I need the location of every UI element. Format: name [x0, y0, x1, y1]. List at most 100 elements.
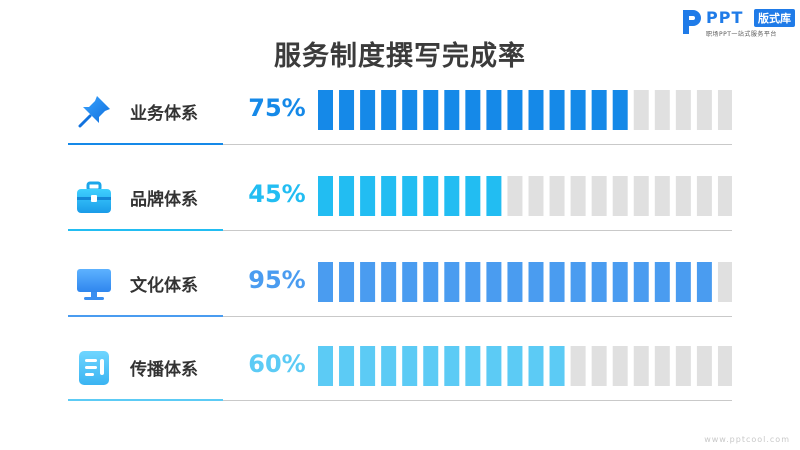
progress-bar: [318, 90, 732, 130]
progress-bar: [318, 176, 732, 216]
bar-segment-filled: [402, 176, 418, 216]
pushpin-icon: [78, 96, 110, 128]
bar-segment-empty: [591, 176, 607, 216]
bar-segment-filled: [549, 262, 565, 302]
document-icon: [79, 351, 109, 385]
watermark: www.pptcool.com: [704, 435, 790, 444]
progress-bar: [318, 262, 732, 302]
bar-segment-empty: [633, 176, 649, 216]
category-label: 文化体系: [130, 276, 198, 296]
bar-segment-empty: [675, 176, 691, 216]
bar-segment-filled: [318, 262, 333, 302]
bar-segment-empty: [696, 90, 712, 130]
bar-segment-empty: [549, 176, 565, 216]
bar-segment-empty: [612, 346, 628, 386]
bar-segment-filled: [465, 90, 481, 130]
bar-segment-filled: [444, 176, 460, 216]
briefcase-icon: [77, 181, 111, 213]
bar-segment-filled: [360, 346, 376, 386]
bar-segment-filled: [528, 262, 544, 302]
bar-segment-filled: [339, 176, 355, 216]
bar-segment-filled: [318, 90, 333, 130]
chart-row-business: 业务体系 75%: [68, 82, 732, 145]
bar-segment-filled: [591, 262, 607, 302]
bar-segment-empty: [528, 176, 544, 216]
row-divider-accent: [68, 143, 223, 145]
bar-segment-filled: [423, 346, 439, 386]
bar-segment-filled: [570, 90, 586, 130]
chart-row-communication: 传播体系 60%: [68, 338, 732, 401]
bar-segment-filled: [486, 262, 502, 302]
bar-segment-empty: [717, 90, 732, 130]
bar-segment-filled: [591, 90, 607, 130]
bar-segment-filled: [465, 262, 481, 302]
bar-segment-empty: [675, 346, 691, 386]
monitor-icon: [77, 269, 111, 300]
progress-bar: [318, 346, 732, 386]
bar-segment-empty: [654, 90, 670, 130]
bar-segment-filled: [633, 262, 649, 302]
bar-segment-filled: [612, 90, 628, 130]
bar-segment-filled: [549, 90, 565, 130]
bar-segment-empty: [612, 176, 628, 216]
bar-segment-filled: [486, 176, 502, 216]
bar-segment-empty: [696, 176, 712, 216]
bar-segment-filled: [381, 176, 397, 216]
bar-segment-filled: [360, 176, 376, 216]
bar-segment-filled: [318, 346, 333, 386]
bar-segment-filled: [444, 90, 460, 130]
bar-segment-filled: [360, 90, 376, 130]
bar-segment-filled: [549, 346, 565, 386]
bar-segment-filled: [423, 262, 439, 302]
category-label: 传播体系: [130, 360, 198, 380]
bar-segment-filled: [360, 262, 376, 302]
logo-p-icon: [683, 10, 701, 34]
logo-subtitle: 职场PPT一站式服务平台: [706, 31, 777, 38]
bar-segment-empty: [654, 176, 670, 216]
bar-segment-filled: [339, 90, 355, 130]
row-divider: [223, 316, 732, 317]
bar-segment-filled: [654, 262, 670, 302]
bar-segment-filled: [507, 90, 523, 130]
row-divider-accent: [68, 399, 223, 401]
bar-segment-filled: [486, 90, 502, 130]
bar-segment-empty: [633, 90, 649, 130]
bar-segment-filled: [339, 262, 355, 302]
bar-segment-empty: [654, 346, 670, 386]
bar-segment-empty: [717, 262, 732, 302]
bar-segment-filled: [381, 346, 397, 386]
row-divider: [223, 400, 732, 401]
bar-segment-filled: [402, 262, 418, 302]
bar-segment-filled: [423, 176, 439, 216]
bar-segment-filled: [444, 346, 460, 386]
logo-badge: 版式库: [754, 9, 795, 27]
bar-segment-empty: [570, 346, 586, 386]
bar-segment-empty: [507, 176, 523, 216]
row-divider: [223, 144, 732, 145]
bar-segment-empty: [717, 346, 732, 386]
bar-segment-filled: [570, 262, 586, 302]
percent-label: 95%: [248, 266, 306, 294]
bar-segment-empty: [591, 346, 607, 386]
bar-segment-empty: [696, 346, 712, 386]
bar-segment-filled: [507, 262, 523, 302]
bar-segment-filled: [465, 346, 481, 386]
bar-segment-filled: [339, 346, 355, 386]
bar-segment-filled: [423, 90, 439, 130]
bar-segment-filled: [465, 176, 481, 216]
row-divider-accent: [68, 229, 223, 231]
bar-segment-filled: [381, 262, 397, 302]
bar-segment-filled: [675, 262, 691, 302]
row-divider-accent: [68, 315, 223, 317]
category-label: 业务体系: [130, 104, 198, 124]
bar-segment-filled: [507, 346, 523, 386]
bar-segment-filled: [528, 90, 544, 130]
bar-segment-filled: [696, 262, 712, 302]
bar-segment-empty: [717, 176, 732, 216]
row-divider: [223, 230, 732, 231]
chart-row-brand: 品牌体系 45%: [68, 168, 732, 231]
bar-segment-filled: [444, 262, 460, 302]
bar-segment-filled: [402, 346, 418, 386]
bar-segment-empty: [570, 176, 586, 216]
percent-label: 75%: [248, 94, 306, 122]
